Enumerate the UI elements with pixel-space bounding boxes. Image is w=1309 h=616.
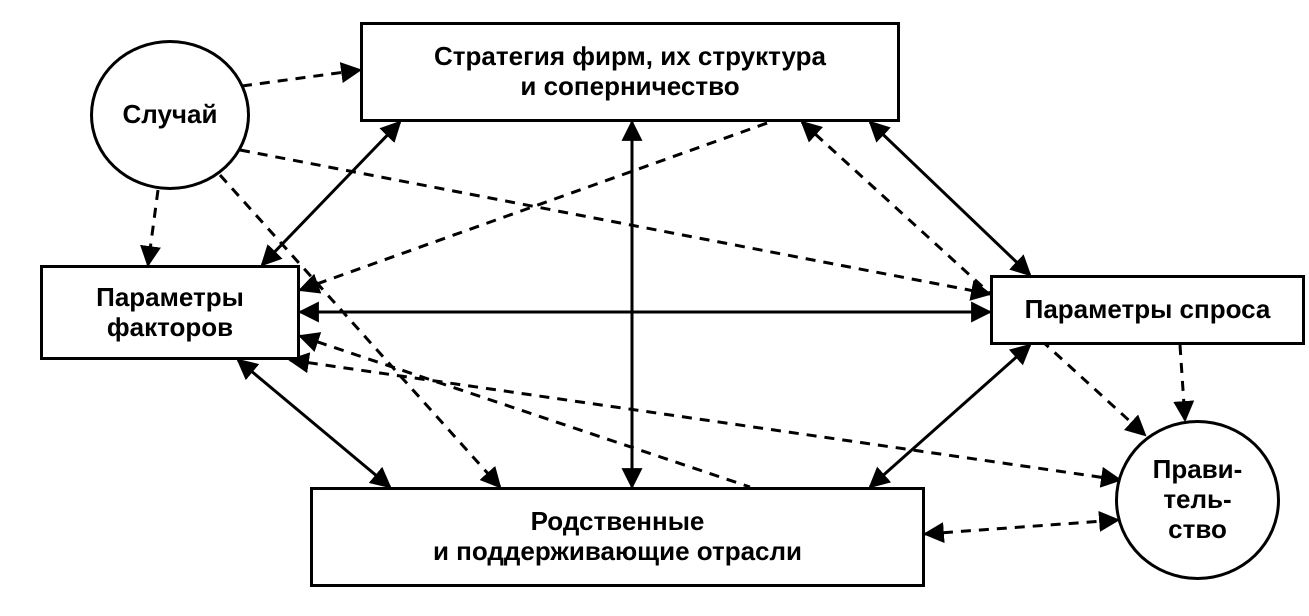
node-label: Параметрыфакторов [96, 283, 244, 343]
node-gov: Прави-тель-ство [1115, 420, 1280, 580]
node-demand: Параметры спроса [990, 275, 1305, 345]
node-label: Родственныеи поддерживающие отрасли [433, 507, 802, 567]
diagram-stage: Случай Стратегия фирм, их структураи соп… [0, 0, 1309, 616]
node-label: Параметры спроса [1025, 295, 1271, 325]
node-chance: Случай [90, 40, 250, 190]
edge-factors-related [238, 360, 390, 487]
edge-strategy-demand [870, 122, 1030, 275]
edge-related-gov [925, 520, 1118, 534]
edge-factors-strategy [300, 122, 770, 290]
node-factors: Параметрыфакторов [40, 265, 300, 360]
edge-demand-gov [1180, 345, 1185, 420]
edge-related-demand [870, 345, 1030, 487]
edge-factors-related [300, 336, 750, 487]
node-strategy: Стратегия фирм, их структураи соперничес… [360, 22, 900, 122]
node-related: Родственныеи поддерживающие отрасли [310, 487, 925, 587]
node-label: Прави-тель-ство [1153, 455, 1243, 545]
edge-chance-factors [148, 190, 158, 265]
node-label: Случай [123, 100, 218, 130]
node-label: Стратегия фирм, их структураи соперничес… [434, 42, 826, 102]
edge-factors-gov [290, 360, 1120, 480]
edge-chance-strategy [242, 70, 360, 86]
